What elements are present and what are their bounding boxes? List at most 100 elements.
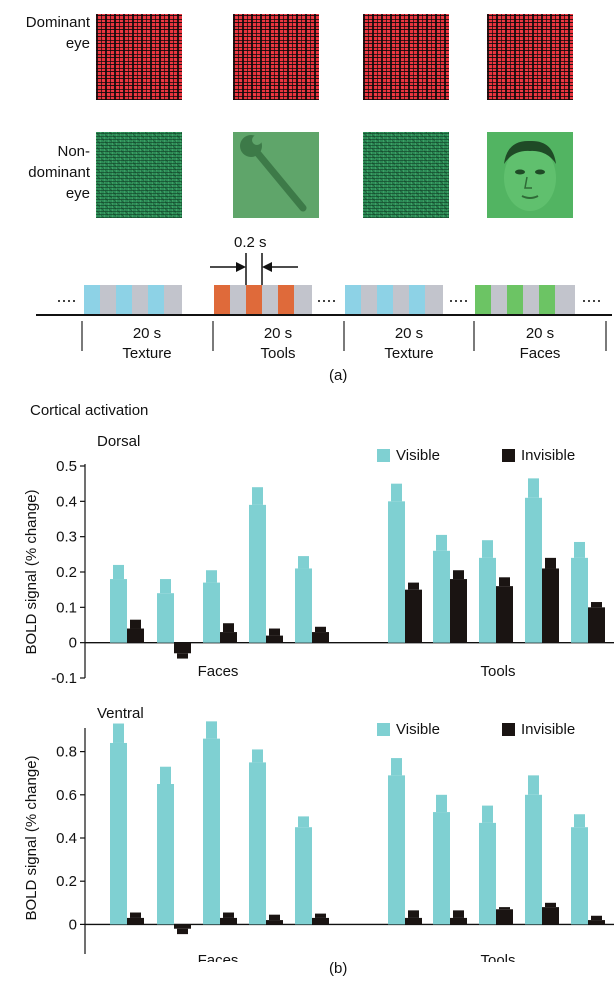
y-tick-label: 0.4 — [56, 493, 77, 510]
bar-invisible — [496, 586, 513, 643]
error-bar-visible — [113, 564, 124, 580]
texture-block-frames — [84, 285, 182, 315]
panel-a-caption: (a) — [329, 367, 348, 384]
bar-invisible — [127, 628, 144, 643]
error-bar-invisible — [315, 626, 326, 633]
legend-swatch-visible — [377, 449, 390, 462]
error-bar-invisible — [499, 907, 510, 910]
block-duration: 20 s — [263, 325, 293, 342]
error-bar-invisible — [177, 653, 188, 659]
error-bar-invisible — [130, 912, 141, 918]
error-bar-visible — [160, 579, 171, 594]
error-bar-visible — [298, 816, 309, 828]
legend-swatch-visible — [377, 723, 390, 736]
error-bar-visible — [574, 541, 585, 558]
bar-visible — [249, 504, 266, 643]
block-type: Tools — [260, 345, 296, 362]
error-bar-invisible — [591, 602, 602, 608]
red-noise-patch — [96, 14, 182, 100]
error-bar-invisible — [269, 628, 280, 636]
error-bar-visible — [113, 723, 124, 743]
bar-visible — [479, 557, 496, 643]
error-bar-visible — [206, 721, 217, 739]
bar-visible — [571, 827, 588, 925]
bar-visible — [110, 579, 127, 643]
error-bar-invisible — [591, 915, 602, 921]
error-bar-visible — [252, 749, 263, 763]
bar-visible — [433, 550, 450, 643]
error-bar-invisible — [269, 914, 280, 921]
legend-label-invisible: Invisible — [521, 447, 575, 464]
bar-invisible — [405, 917, 422, 925]
block-duration: 20 s — [525, 325, 555, 342]
bar-invisible — [266, 920, 283, 925]
bar-invisible — [496, 909, 513, 925]
bar-visible — [525, 497, 542, 643]
bar-invisible — [542, 568, 559, 643]
block-duration: 20 s — [132, 325, 162, 342]
error-bar-invisible — [223, 623, 234, 633]
error-bar-invisible — [408, 910, 419, 918]
interval-label: 0.2 s — [234, 234, 267, 251]
error-bar-invisible — [545, 557, 556, 569]
bar-visible — [295, 568, 312, 643]
error-bar-invisible — [453, 910, 464, 918]
y-tick-label: 0.6 — [56, 787, 77, 804]
error-bar-visible — [160, 766, 171, 784]
bar-visible — [249, 762, 266, 925]
y-tick-label: 0.5 — [56, 458, 77, 475]
error-bar-visible — [436, 794, 447, 813]
legend-swatch-invisible — [502, 723, 515, 736]
y-tick-label: 0 — [69, 635, 77, 652]
bar-invisible — [127, 917, 144, 925]
face-image — [487, 132, 573, 218]
bar-invisible — [220, 917, 237, 925]
dominant-eye-label: Dominant eye — [25, 14, 90, 52]
error-bar-visible — [482, 805, 493, 823]
group-label-faces: Faces — [198, 663, 239, 680]
error-bar-invisible — [223, 912, 234, 918]
bar-visible — [571, 557, 588, 643]
bar-visible — [295, 827, 312, 925]
faces-block-frames — [475, 285, 575, 315]
block-design-timeline — [36, 253, 612, 351]
bar-visible — [157, 593, 174, 643]
bar-invisible — [174, 642, 191, 654]
bar-invisible — [312, 917, 329, 925]
error-bar-visible — [574, 814, 585, 828]
error-bar-invisible — [499, 577, 510, 587]
y-axis-label: BOLD signal (% change) — [23, 755, 40, 920]
error-bar-invisible — [130, 619, 141, 629]
bar-visible — [388, 501, 405, 643]
red-noise-patch — [363, 14, 449, 100]
cortical-activation-title: Cortical activation — [30, 402, 149, 419]
y-tick-label: 0.2 — [56, 873, 77, 890]
bar-invisible — [450, 917, 467, 925]
y-tick-label: 0.2 — [56, 564, 77, 581]
bar-invisible — [174, 924, 191, 929]
error-bar-visible — [252, 487, 263, 505]
error-bar-visible — [391, 758, 402, 776]
y-tick-label: 0 — [69, 916, 77, 933]
bar-invisible — [220, 632, 237, 643]
chart-title: Ventral — [97, 705, 144, 722]
bar-visible — [110, 742, 127, 925]
legend-label-visible: Visible — [396, 447, 440, 464]
tools-block-frames — [214, 285, 312, 315]
y-tick-label: 0.1 — [56, 599, 77, 616]
block-type: Faces — [519, 345, 561, 362]
error-bar-invisible — [315, 913, 326, 918]
block-type: Texture — [384, 345, 434, 362]
bar-visible — [433, 812, 450, 925]
error-bar-invisible — [177, 928, 188, 935]
group-label-faces: Faces — [198, 952, 239, 962]
group-label-tools: Tools — [480, 952, 515, 962]
chart-title: Dorsal — [97, 433, 140, 450]
green-noise-patch — [363, 132, 449, 218]
group-label-tools: Tools — [480, 663, 515, 680]
bar-invisible — [588, 920, 605, 925]
error-bar-visible — [482, 540, 493, 558]
error-bar-visible — [528, 775, 539, 795]
error-bar-visible — [436, 534, 447, 551]
y-tick-label: -0.1 — [51, 670, 77, 687]
